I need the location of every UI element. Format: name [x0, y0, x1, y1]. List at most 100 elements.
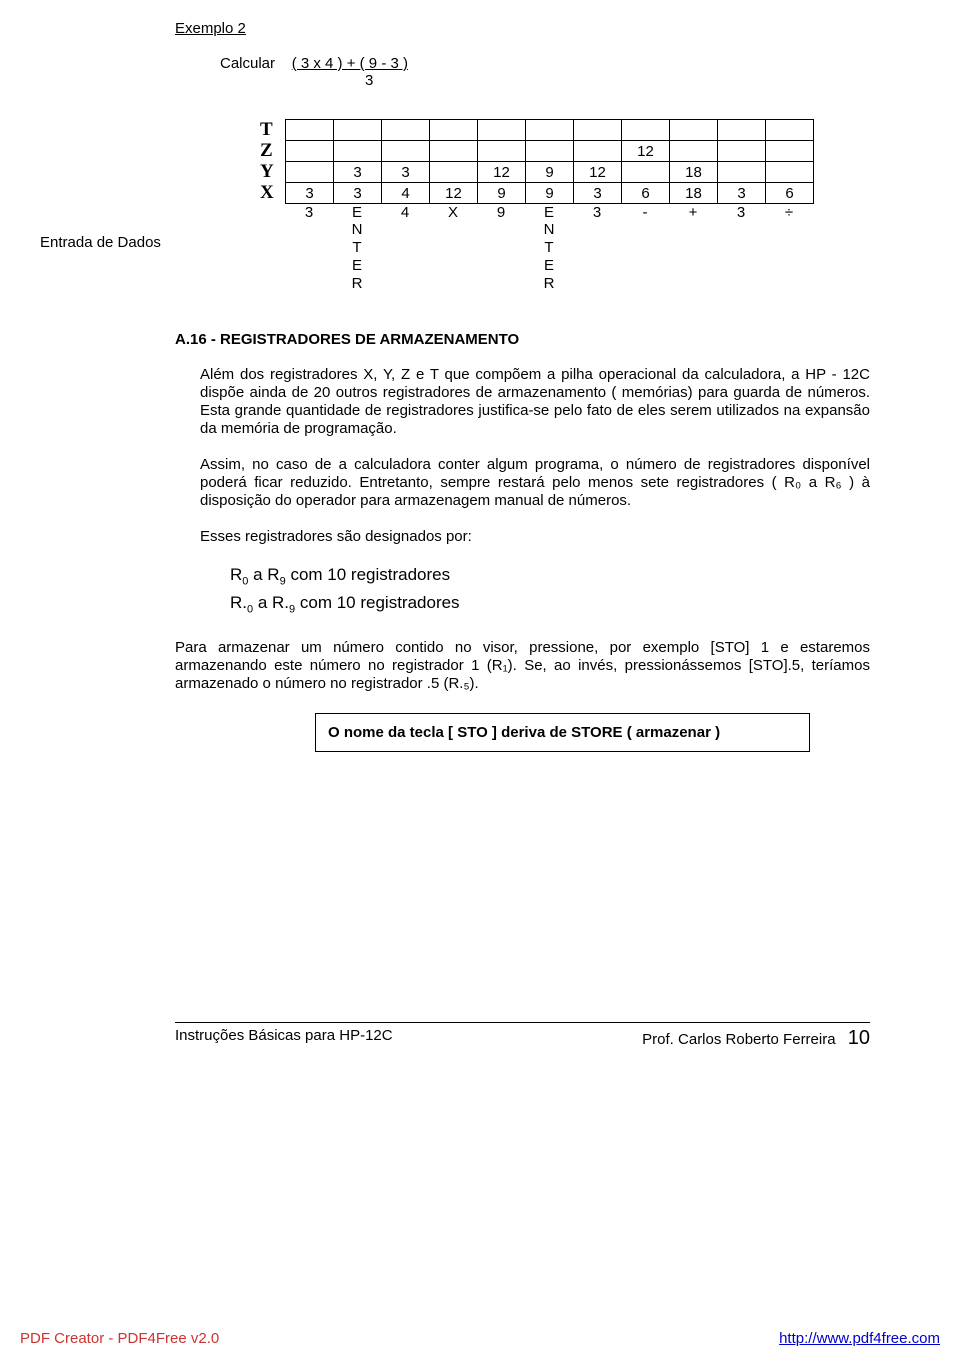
- stack-label-y: Y: [260, 161, 274, 182]
- pdf-creator-label: PDF Creator - PDF4Free v2.0: [20, 1330, 219, 1347]
- cell: 3: [382, 162, 430, 183]
- op: -: [621, 204, 669, 221]
- cell: [670, 141, 718, 162]
- section-heading: A.16 - REGISTRADORES DE ARMAZENAMENTO: [175, 331, 870, 348]
- cell: 12: [622, 141, 670, 162]
- cell: [526, 141, 574, 162]
- cell: 9: [526, 183, 574, 204]
- cell: [766, 162, 814, 183]
- cell: [286, 141, 334, 162]
- enter-letter: N: [525, 221, 573, 239]
- footer-author: Prof. Carlos Roberto Ferreira: [642, 1031, 835, 1048]
- cell: [526, 120, 574, 141]
- note-box: O nome da tecla [ STO ] deriva de STORE …: [315, 713, 810, 752]
- enter-col-2: N T E R: [525, 221, 573, 293]
- reg-text: com 10 registradores: [295, 593, 459, 612]
- cell: [478, 141, 526, 162]
- table-row: 12: [286, 141, 814, 162]
- stack-label-t: T: [260, 119, 274, 140]
- op: 4: [381, 204, 429, 221]
- cell: [622, 120, 670, 141]
- page-number: 10: [848, 1027, 870, 1049]
- stack-label-z: Z: [260, 140, 274, 161]
- op: E: [525, 204, 573, 221]
- op: +: [669, 204, 717, 221]
- stack-section: T Z Y X: [175, 119, 870, 293]
- register-lines: R0 a R9 com 10 registradores R.0 a R.9 c…: [230, 564, 870, 621]
- cell: [430, 141, 478, 162]
- cell: 3: [334, 183, 382, 204]
- cell: [718, 120, 766, 141]
- calc-label: Calcular: [220, 55, 275, 72]
- cell: 3: [334, 162, 382, 183]
- cell: 3: [286, 183, 334, 204]
- table-row: 3 3 4 12 9 9 3 6 18 3 6: [286, 183, 814, 204]
- cell: [574, 141, 622, 162]
- cell: [430, 120, 478, 141]
- enter-letter: R: [525, 275, 573, 293]
- cell: 6: [766, 183, 814, 204]
- stack-label-x: X: [260, 182, 274, 203]
- register-line-2: R.0 a R.9 com 10 registradores: [230, 592, 870, 620]
- pdf-creator-bar: PDF Creator - PDF4Free v2.0 http://www.p…: [20, 1330, 940, 1347]
- cell: [766, 120, 814, 141]
- enter-col-1: N T E R: [333, 221, 381, 293]
- stack-row-labels: T Z Y X: [260, 119, 274, 203]
- enter-letter: E: [333, 257, 381, 275]
- reg-text: com 10 registradores: [286, 565, 450, 584]
- enter-letter: T: [333, 239, 381, 257]
- cell: 6: [622, 183, 670, 204]
- calc-denominator: 3: [365, 72, 870, 89]
- cell: [718, 141, 766, 162]
- cell: [574, 120, 622, 141]
- cell: [286, 162, 334, 183]
- enter-letter-columns: N T E R N T E R: [285, 221, 870, 293]
- cell: [334, 120, 382, 141]
- calc-numerator: ( 3 x 4 ) + ( 9 - 3 ): [292, 55, 408, 72]
- cell: 4: [382, 183, 430, 204]
- reg-text: a R.: [253, 593, 289, 612]
- cell: [766, 141, 814, 162]
- cell: 3: [574, 183, 622, 204]
- paragraph: Assim, no caso de a calculadora conter a…: [200, 456, 870, 510]
- table-row: 3 3 12 9 12 18: [286, 162, 814, 183]
- paragraph: Para armazenar um número contido no viso…: [175, 639, 870, 693]
- enter-letter: R: [333, 275, 381, 293]
- cell: 12: [478, 162, 526, 183]
- op: 3: [573, 204, 621, 221]
- footer-right: Prof. Carlos Roberto Ferreira 10: [642, 1027, 870, 1050]
- op: E: [333, 204, 381, 221]
- cell: 12: [430, 183, 478, 204]
- calc-expression: Calcular ( 3 x 4 ) + ( 9 - 3 ): [220, 55, 870, 72]
- paragraph: Além dos registradores X, Y, Z e T que c…: [200, 366, 870, 438]
- entrada-dados-label: Entrada de Dados: [40, 234, 161, 251]
- op: 3: [285, 204, 333, 221]
- cell: 3: [718, 183, 766, 204]
- cell: [382, 141, 430, 162]
- reg-text: R.: [230, 593, 247, 612]
- cell: 12: [574, 162, 622, 183]
- reg-text: a R: [248, 565, 279, 584]
- cell: [478, 120, 526, 141]
- page-footer: Instruções Básicas para HP-12C Prof. Car…: [175, 1022, 870, 1050]
- footer-left: Instruções Básicas para HP-12C: [175, 1027, 393, 1050]
- pdf-creator-link[interactable]: http://www.pdf4free.com: [779, 1330, 940, 1347]
- cell: [718, 162, 766, 183]
- register-line-1: R0 a R9 com 10 registradores: [230, 564, 870, 592]
- cell: [382, 120, 430, 141]
- table-row: [286, 120, 814, 141]
- cell: [334, 141, 382, 162]
- op: X: [429, 204, 477, 221]
- paragraph: Esses registradores são designados por:: [200, 528, 870, 546]
- reg-text: R: [230, 565, 242, 584]
- cell: [430, 162, 478, 183]
- ops-row: 3 E 4 X 9 E 3 - + 3 ÷: [285, 204, 870, 221]
- op: ÷: [765, 204, 813, 221]
- op: 9: [477, 204, 525, 221]
- cell: [670, 120, 718, 141]
- stack-table: 12 3 3 12 9 12 18 3 3 4: [285, 119, 814, 204]
- enter-letter: E: [525, 257, 573, 275]
- op: 3: [717, 204, 765, 221]
- cell: [286, 120, 334, 141]
- enter-letter: N: [333, 221, 381, 239]
